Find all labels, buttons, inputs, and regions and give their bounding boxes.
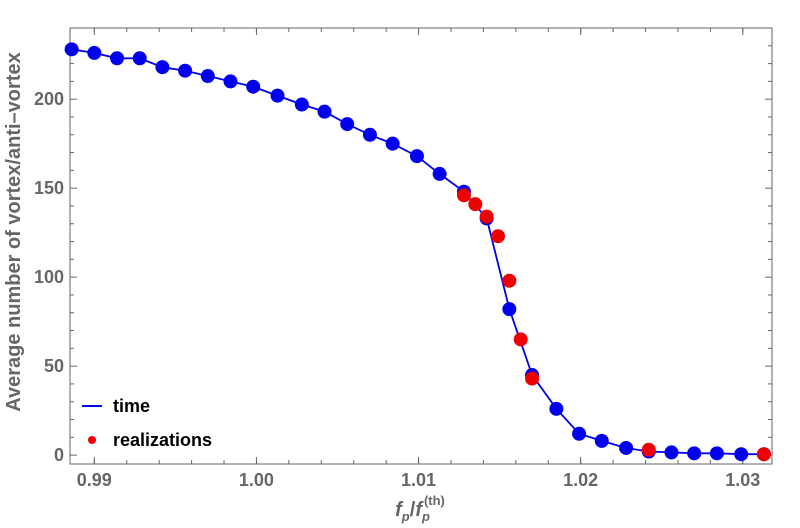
time-point [223, 74, 238, 89]
x-tick-label: 0.99 [77, 470, 112, 490]
x-tick-label: 1.01 [401, 470, 436, 490]
y-tick-label: 200 [34, 89, 64, 109]
time-point [385, 136, 400, 151]
plot-frame [69, 27, 773, 465]
plot-border [69, 27, 773, 465]
legend: time realizations [82, 396, 212, 450]
time-point [502, 302, 517, 317]
time-point [87, 45, 102, 60]
time-point [362, 127, 377, 142]
time-point [270, 88, 285, 103]
realizations-point [756, 447, 771, 462]
legend-time-label: time [113, 396, 150, 416]
y-tick-label: 50 [44, 356, 64, 376]
time-point [132, 51, 147, 66]
y-tick-label: 0 [54, 445, 64, 465]
time-point [64, 42, 79, 57]
y-axis-title: Average number of vortex/anti–vortex [3, 52, 25, 411]
time-point [317, 104, 332, 119]
time-point [409, 149, 424, 164]
realizations-point [479, 209, 494, 224]
series-realizations-points [456, 188, 771, 462]
axis-ticks: 0.99 1.00 1.01 1.02 1.03 0 50 100 150 200 [34, 28, 772, 490]
time-point [709, 446, 724, 461]
time-point [155, 60, 170, 75]
series-time-points [64, 42, 771, 462]
y-tick-label: 100 [34, 267, 64, 287]
series-time-line [71, 48, 764, 456]
time-point [549, 401, 564, 416]
time-point [432, 166, 447, 181]
realizations-point [513, 332, 528, 347]
x-tick-label: 1.02 [563, 470, 598, 490]
time-point [687, 446, 702, 461]
time-point [110, 51, 125, 66]
time-point [178, 63, 193, 78]
time-point [200, 69, 215, 84]
realizations-point [525, 371, 540, 386]
realizations-point [502, 273, 517, 288]
realizations-point [456, 188, 471, 203]
time-point [734, 447, 749, 462]
time-point [340, 117, 355, 132]
time-point [664, 445, 679, 460]
time-point [594, 433, 609, 448]
time-point [572, 426, 587, 441]
time-point [294, 97, 309, 112]
legend-realizations-label: realizations [113, 430, 212, 450]
realizations-point [468, 197, 483, 212]
legend-realizations-swatch [88, 436, 96, 444]
x-tick-label: 1.03 [725, 470, 760, 490]
realizations-point [641, 442, 656, 457]
time-point [619, 440, 634, 455]
time-point [246, 79, 261, 94]
series-time-line-group [71, 48, 764, 456]
x-axis-title: fp/fp(th) [395, 493, 445, 524]
realizations-point [491, 229, 506, 244]
y-tick-label: 150 [34, 178, 64, 198]
x-tick-label: 1.00 [239, 470, 274, 490]
